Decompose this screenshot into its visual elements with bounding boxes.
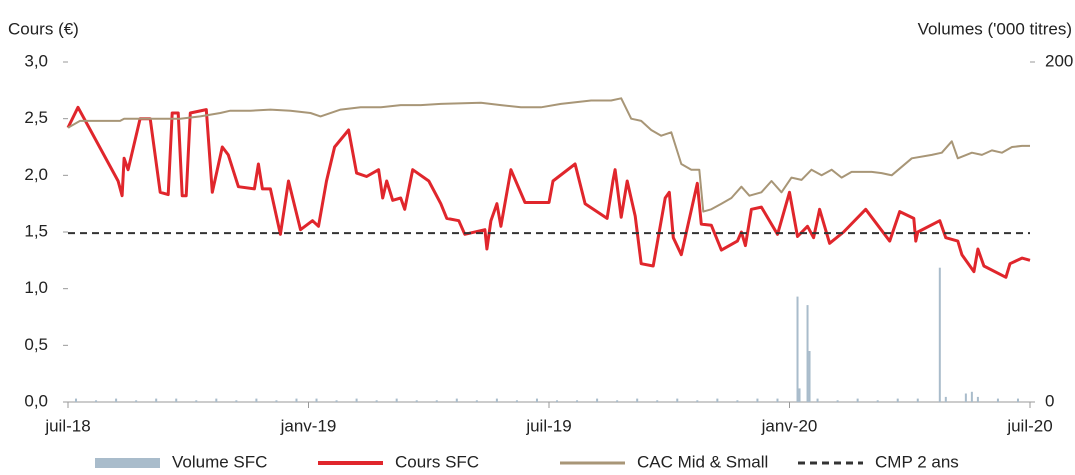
y-tick-label: 3,0 xyxy=(24,51,48,70)
y-tick-label: 0,0 xyxy=(24,391,48,410)
volume-bar xyxy=(916,398,919,402)
legend-label: CAC Mid & Small xyxy=(637,452,768,471)
volume-bar xyxy=(796,296,799,402)
x-tick-label: juil-19 xyxy=(525,416,571,435)
volume-bar xyxy=(495,398,498,402)
volume-bar xyxy=(616,400,619,402)
volume-bar xyxy=(964,393,967,402)
series-line xyxy=(67,97,1030,213)
volume-bar xyxy=(115,398,118,402)
y2-axis-label: Volumes ('000 titres) xyxy=(918,19,1072,38)
volume-bar xyxy=(135,400,138,402)
volume-bar xyxy=(576,400,579,402)
volume-bar xyxy=(295,398,298,402)
volume-bar xyxy=(95,400,98,402)
y-axis-label: Cours (€) xyxy=(8,19,79,38)
volume-bar xyxy=(716,398,719,402)
series-line xyxy=(66,105,1031,279)
y2-tick-label: 200 xyxy=(1045,51,1073,70)
volume-bar xyxy=(696,400,699,402)
volume-bar xyxy=(970,391,973,402)
volume-bar xyxy=(75,398,78,402)
volume-bar xyxy=(415,400,418,402)
legend-swatch xyxy=(95,458,160,468)
volume-bar xyxy=(275,400,278,402)
volume-bar xyxy=(215,398,218,402)
x-tick-label: juil-20 xyxy=(1006,416,1052,435)
volume-bar xyxy=(375,400,378,402)
volume-bar xyxy=(435,400,438,402)
volume-bar xyxy=(656,400,659,402)
volume-bar xyxy=(836,400,839,402)
y-tick-label: 2,0 xyxy=(24,165,48,184)
y-tick-label: 1,0 xyxy=(24,278,48,297)
volume-bar xyxy=(515,400,518,402)
volume-bar xyxy=(806,305,809,402)
volume-bar xyxy=(335,400,338,402)
volume-bar xyxy=(996,398,999,402)
x-tick-label: janv-19 xyxy=(280,416,337,435)
volume-bar xyxy=(736,400,739,402)
y-tick-label: 2,5 xyxy=(24,108,48,127)
legend-label: Volume SFC xyxy=(172,452,267,471)
volume-bar xyxy=(315,398,318,402)
volume-bar xyxy=(976,396,979,402)
volume-bar xyxy=(896,398,899,402)
volume-bar xyxy=(455,398,458,402)
volume-bar xyxy=(235,400,238,402)
y-tick-label: 0,5 xyxy=(24,335,48,354)
volume-bar xyxy=(816,398,819,402)
volume-bar xyxy=(856,398,859,402)
y2-tick-label: 0 xyxy=(1045,391,1054,410)
volume-bar xyxy=(355,398,358,402)
volume-bar xyxy=(195,400,198,402)
volume-bar xyxy=(475,400,478,402)
volume-bar xyxy=(776,398,779,402)
volume-bar xyxy=(676,398,679,402)
legend-label: Cours SFC xyxy=(395,452,479,471)
volume-bar xyxy=(535,398,538,402)
volume-bar xyxy=(556,400,559,402)
volume-bar xyxy=(255,398,258,402)
volume-bar xyxy=(944,396,947,402)
volume-bar xyxy=(808,351,811,402)
volume-bar xyxy=(395,398,398,402)
volume-bar xyxy=(938,267,941,402)
legend-label: CMP 2 ans xyxy=(875,452,959,471)
x-tick-label: janv-20 xyxy=(761,416,818,435)
volume-bar xyxy=(596,398,599,402)
x-tick-label: juil-18 xyxy=(44,416,90,435)
volume-bar xyxy=(798,388,801,402)
volume-bar xyxy=(1016,398,1019,402)
volume-bar xyxy=(636,398,639,402)
volume-bar xyxy=(876,400,879,402)
volume-bar xyxy=(155,398,158,402)
y-tick-label: 1,5 xyxy=(24,221,48,240)
volume-bar xyxy=(175,398,178,402)
volume-bar xyxy=(756,398,759,402)
